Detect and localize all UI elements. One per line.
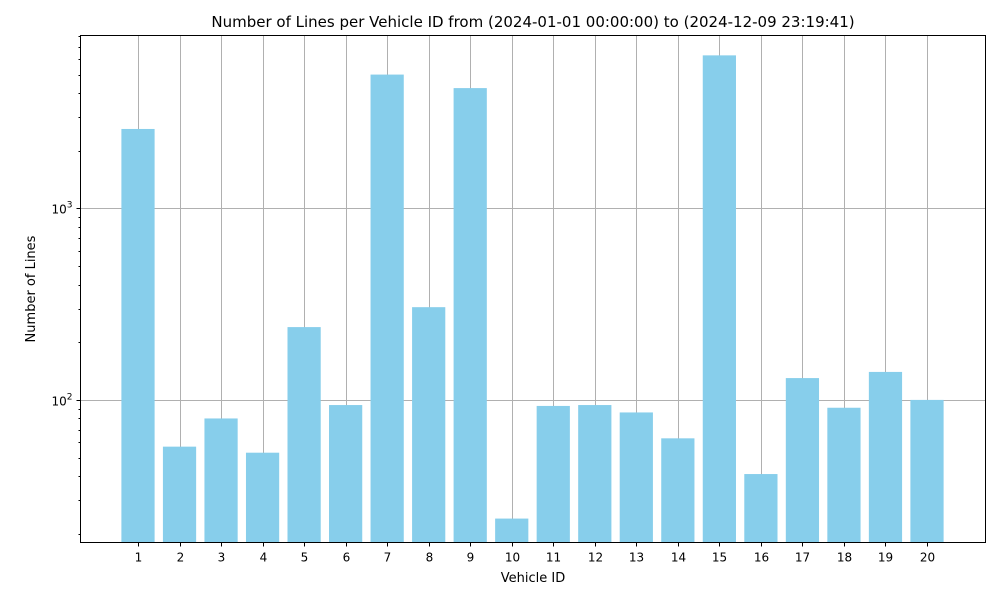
y-tick-label: 103 — [51, 201, 72, 217]
x-tick-label: 7 — [384, 551, 392, 565]
bar-vehicle-15 — [702, 55, 736, 543]
bar-vehicle-20 — [910, 399, 944, 543]
bar-vehicle-10 — [495, 518, 529, 543]
bar-vehicle-16 — [744, 474, 778, 543]
bar-vehicle-6 — [329, 405, 363, 543]
x-tick-label: 14 — [671, 551, 686, 565]
y-axis-label: Number of Lines — [24, 235, 39, 342]
x-tick-label: 19 — [878, 551, 893, 565]
bar-vehicle-12 — [578, 405, 612, 543]
bar-vehicle-9 — [453, 88, 487, 543]
bars-layer — [121, 55, 944, 543]
x-axis-ticks: 1 2 3 4 5 6 7 8 9 10 11 12 13 14 15 16 17 18 19 20 — [135, 542, 935, 565]
x-tick-label: 4 — [260, 551, 268, 565]
x-tick-label: 18 — [837, 551, 852, 565]
bar-vehicle-19 — [868, 371, 903, 543]
x-tick-label: 12 — [588, 551, 603, 565]
y-axis-ticks: 102 103 — [51, 36, 81, 535]
x-tick-label: 5 — [301, 551, 309, 565]
x-tick-label: 10 — [505, 551, 520, 565]
x-tick-label: 11 — [546, 551, 561, 565]
x-axis-label: Vehicle ID — [501, 571, 565, 586]
bar-vehicle-4 — [245, 452, 280, 543]
x-tick-label: 3 — [218, 551, 226, 565]
x-tick-label: 20 — [920, 551, 935, 565]
x-tick-label: 6 — [343, 551, 351, 565]
chart-title: Number of Lines per Vehicle ID from (202… — [211, 13, 854, 31]
bar-vehicle-11 — [536, 405, 570, 543]
x-tick-label: 16 — [754, 551, 769, 565]
plot-area-frame — [80, 35, 986, 543]
bar-vehicle-2 — [162, 446, 197, 543]
x-tick-label: 13 — [629, 551, 644, 565]
bar-vehicle-17 — [785, 378, 820, 543]
bar-vehicle-14 — [661, 438, 695, 543]
bar-vehicle-7 — [370, 74, 404, 543]
bar-vehicle-1 — [121, 128, 155, 543]
x-tick-label: 17 — [795, 551, 810, 565]
x-tick-label: 2 — [177, 551, 185, 565]
x-tick-label: 15 — [712, 551, 727, 565]
bar-vehicle-8 — [412, 307, 446, 543]
bar-vehicle-5 — [287, 327, 321, 543]
y-tick-label: 102 — [51, 393, 72, 409]
x-tick-label: 9 — [467, 551, 475, 565]
bar-vehicle-3 — [204, 418, 238, 543]
bar-vehicle-13 — [619, 412, 653, 543]
x-tick-label: 1 — [135, 551, 143, 565]
x-tick-label: 8 — [426, 551, 434, 565]
bar-vehicle-18 — [827, 407, 861, 543]
